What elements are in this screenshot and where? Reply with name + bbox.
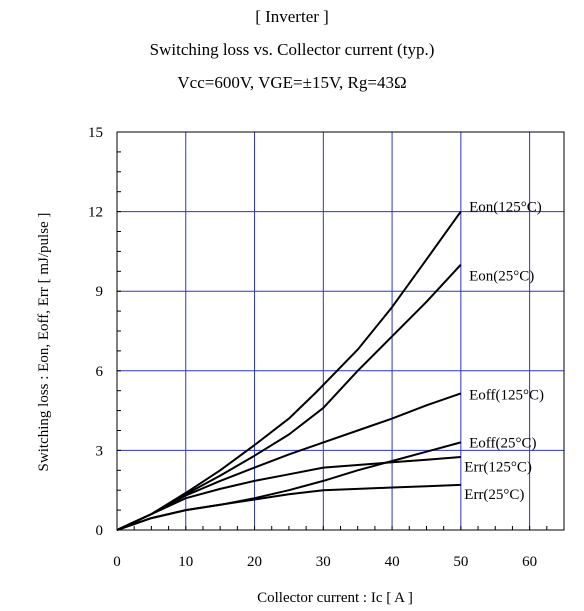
x-tick-label: 40 — [385, 554, 400, 570]
chart-title-line-2: Switching loss vs. Collector current (ty… — [149, 40, 435, 59]
x-tick-label: 0 — [113, 554, 121, 570]
x-axis-label: Collector current : Ic [ A ] — [257, 590, 413, 606]
grid-layer — [117, 132, 564, 530]
curve-label-eoff-25-c: Eoff(25°C) — [469, 435, 536, 451]
curve-label-err-125-c: Err(125°C) — [464, 459, 532, 475]
y-axis-label: Switching loss : Eon, Eoff, Err [ mJ/pul… — [36, 213, 52, 472]
y-tick-label: 15 — [88, 125, 103, 141]
chart-title-line-3: Vcc=600V, VGE=±15V, Rg=43Ω — [177, 73, 407, 92]
minor-ticks — [116, 131, 565, 531]
x-tick-label: 60 — [522, 554, 537, 570]
curve-label-eon-125-c: Eon(125°C) — [469, 199, 542, 215]
x-tick-label: 10 — [178, 554, 193, 570]
x-tick-label: 50 — [453, 554, 468, 570]
y-tick-label: 0 — [96, 523, 104, 539]
y-tick-label: 6 — [96, 364, 104, 380]
series-line-eoff-125-c — [116, 392, 462, 531]
x-tick-label: 20 — [247, 554, 262, 570]
y-tick-label: 3 — [96, 443, 104, 459]
series-layer — [116, 211, 462, 531]
tick-labels: 0 10 20 30 40 50 60 0 3 6 9 12 15 — [88, 125, 537, 570]
curve-label-eon-25-c: Eon(25°C) — [469, 268, 534, 284]
y-tick-label: 12 — [88, 205, 103, 221]
series-line-err-25-c — [116, 483, 461, 531]
chart-title-line-1: [ Inverter ] — [255, 7, 329, 26]
curve-label-err-25-c: Err(25°C) — [464, 487, 524, 503]
x-tick-label: 30 — [316, 554, 331, 570]
curve-labels: Eon(125°C) Eon(25°C) Eoff(125°C) Eoff(25°C)… — [464, 199, 544, 503]
y-tick-label: 9 — [96, 284, 104, 300]
curve-label-eoff-125-c: Eoff(125°C) — [469, 388, 544, 404]
series-line-err-125-c — [116, 456, 461, 531]
